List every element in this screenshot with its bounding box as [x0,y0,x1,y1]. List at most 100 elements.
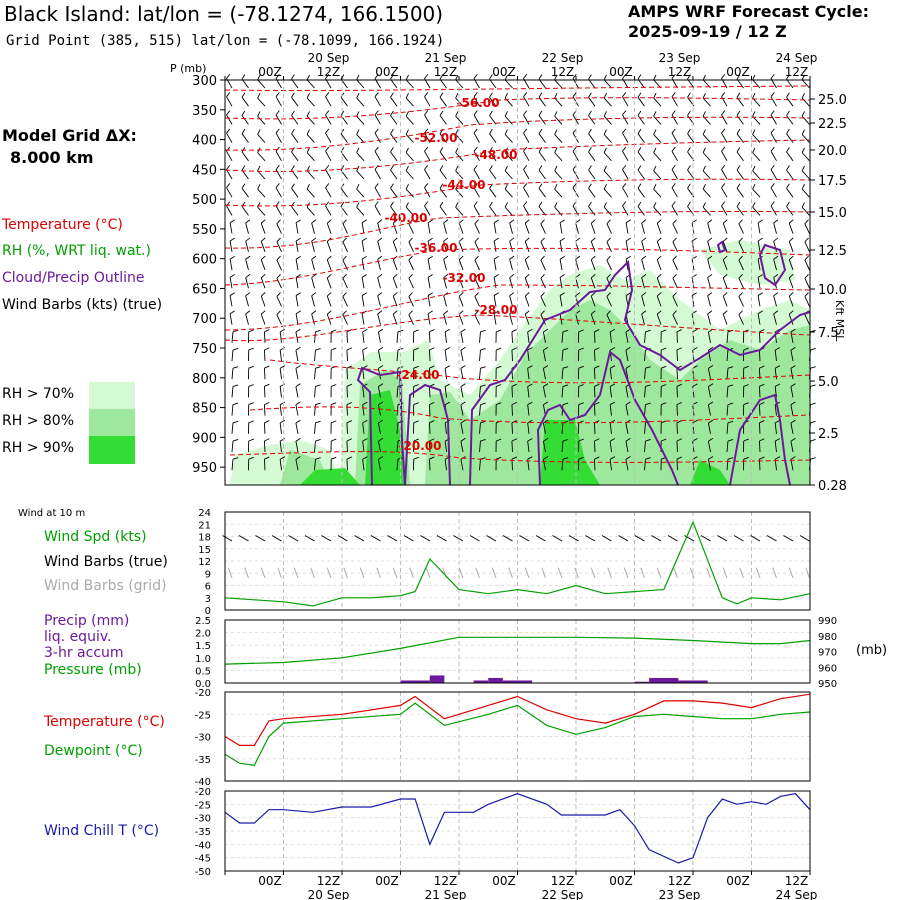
wind-barb-staff [326,259,332,271]
top-time-label: 12Z [434,65,458,79]
wind-barb-flag [653,111,657,117]
wind-barb [342,292,348,307]
wind-barb-grid-staff [755,567,761,579]
wind-barb-flag [588,201,592,207]
wind-barb [603,111,612,125]
wind-barb [413,402,419,416]
wind-barb [687,92,695,107]
wind-barb-flag [588,183,592,189]
wind-barb-staff [340,97,348,107]
wind-barb [786,74,794,89]
wind-barb-grid [541,567,546,579]
wind-barb [279,456,286,471]
wind-barb-flag [241,165,246,171]
wind-barb-flag [295,437,301,442]
wind-barb-staff [644,422,646,434]
wind-barb [455,147,464,162]
wind-barb-staff [676,459,678,471]
wind-barb-flag [474,237,479,243]
wind-barb [773,292,779,307]
wind-barb-flag [392,219,398,224]
wind-barb-flag [736,183,741,189]
wind-barb-staff [609,331,612,343]
legend-cloud-outline: Cloud/Precip Outline [2,270,145,286]
temperature-contour [269,359,811,384]
wind-barb [702,183,711,198]
wind-barb-flag [315,329,321,333]
wind-barb-grid [689,567,695,579]
wind-barb-true-staff [684,535,695,542]
wind-speed-line [224,520,811,607]
wind-barb-staff [405,206,414,216]
wind-barb-staff [671,169,678,180]
wind-barb-flag [687,110,691,116]
wind-barb-flag [413,456,419,460]
wind-barb-staff [424,96,431,107]
wind-barb-staff [671,187,678,198]
wind-barb [707,255,713,271]
wind-barb-staff [702,152,711,162]
wind-barb-flag [361,274,367,278]
wind-barb-staff [362,368,365,380]
wind-barb-flag [378,365,384,369]
wind-barb-staff [314,422,316,434]
wind-barb-staff [275,169,282,180]
wind-barb-staff [590,277,596,289]
wind-barb-staff [346,422,348,434]
wind-barb [474,273,480,289]
wind-barb-staff [231,422,234,434]
wind-barb-flag [480,420,486,424]
wind-barb-flag [413,347,419,351]
wind-barb [291,110,299,125]
wind-barb-grid-staff [557,567,563,579]
wind-speed-tick-label: 0 [205,606,211,617]
wind-barb-staff [396,441,399,453]
wind-barb [473,146,480,162]
wind-barb-flag [325,164,330,170]
wind-barb [641,255,647,271]
wind-barb [672,310,678,325]
wind-barb-flag [264,365,270,369]
wind-barb-staff [257,97,266,107]
wind-barb-flag [427,219,433,224]
wind-barb-flag [757,219,763,224]
wind-barb-staff [752,188,761,198]
wind-barb [509,219,515,234]
wind-barb-flag [427,255,433,260]
wind-barb-staff [588,206,596,216]
wind-barb-staff [672,278,678,289]
wind-barb [405,111,414,125]
wind-barb-flag [786,165,790,171]
wind-barb-flag [291,110,295,116]
wind-barb-flag [645,366,651,369]
wind-barb-staff [276,241,282,252]
wind-barb-staff [405,79,414,89]
wind-barb [622,110,629,125]
wind-barb-flag [524,292,530,297]
wind-barb-staff [295,277,299,289]
wind-barb-flag [687,201,691,207]
wind-barb-flag [554,74,558,81]
wind-barb [609,438,616,453]
wind-barb [625,255,631,271]
wind-barb-staff [637,151,645,162]
wind-barb-staff [493,222,497,234]
wind-barb-staff [801,97,810,107]
wind-barb-true-staff [783,535,794,542]
wind-barb-flag [606,255,611,261]
wind-barb-true [271,535,282,542]
wind-barb-flag [722,310,728,315]
wind-barb-staff [736,78,744,89]
wind-barb [653,92,662,107]
legend-wind-barbs-grid: Wind Barbs (grid) [44,578,167,594]
wind-barb-flag [810,402,816,406]
wind-barb-flag [773,292,779,297]
wind-barb-flag [325,183,330,188]
wind-barb [676,329,683,343]
pressure-tick-label: 750 [192,342,217,357]
wind-barb [726,420,734,434]
wind-barb [276,273,282,289]
bottom-time-label: 00Z [726,874,750,888]
wind-barb [625,237,631,252]
wind-barb-grid-staff [359,567,365,579]
